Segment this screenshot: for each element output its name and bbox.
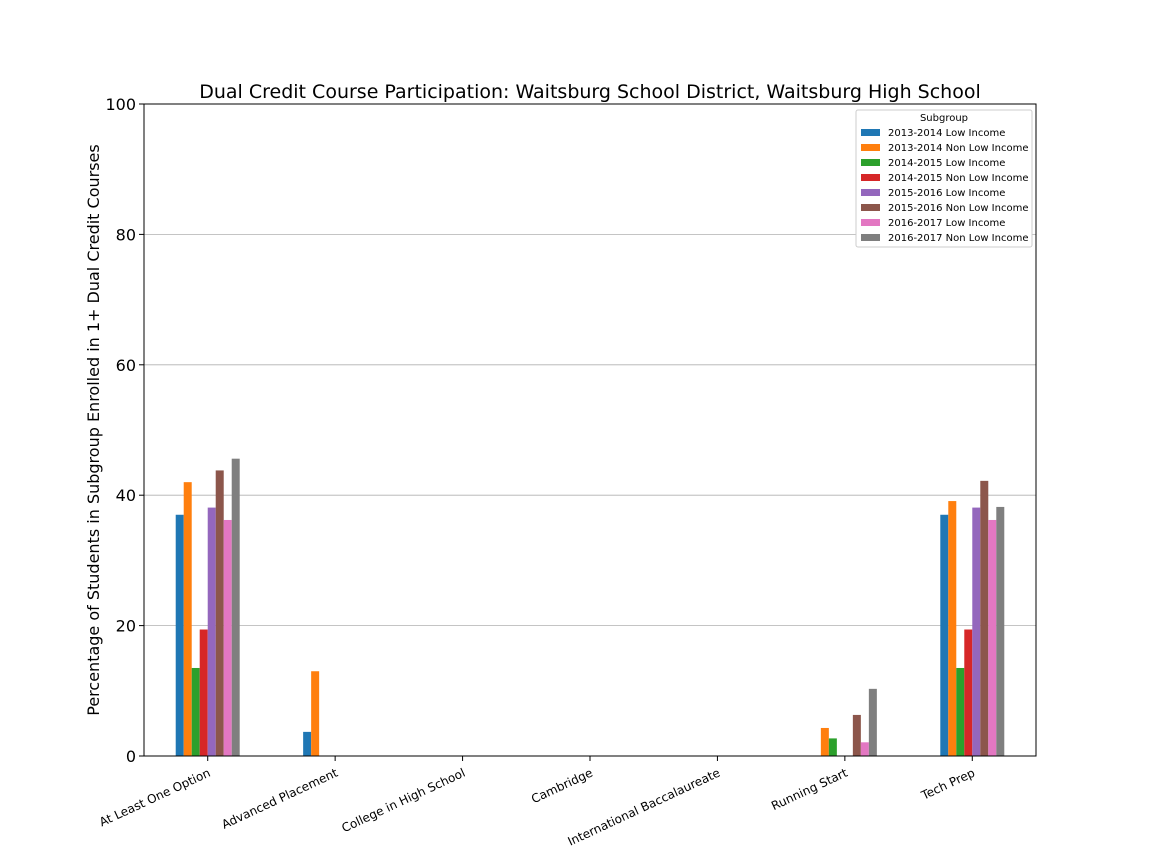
y-tick-label: 80 [116,225,136,244]
legend-label: 2014-2015 Low Income [888,158,1005,169]
bar [940,514,949,756]
bar [852,714,861,756]
bars [175,458,1005,756]
bar [191,667,200,756]
legend-swatch [861,204,880,211]
chart-title: Dual Credit Course Participation: Waitsb… [199,81,981,103]
bar [980,480,989,756]
bar [868,688,877,756]
legend-swatch [861,129,880,136]
legend-label: 2016-2017 Low Income [888,218,1005,229]
bar [860,742,869,756]
x-tick-label: College in High School [340,766,468,836]
y-axis-label: Percentage of Students in Subgroup Enrol… [84,144,103,715]
x-tick-label: Tech Prep [918,766,977,803]
legend-items: 2013-2014 Low Income 2013-2014 Non Low In… [861,128,1028,244]
legend-swatch [861,234,880,241]
legend-swatch [861,219,880,226]
bar [311,671,320,756]
bar [996,506,1005,756]
bar [199,629,208,756]
y-tick-label: 60 [116,356,136,375]
legend-title: Subgroup [920,113,968,124]
x-tick-label: Running Start [769,766,850,814]
legend-label: 2015-2016 Low Income [888,188,1005,199]
bar [215,470,224,756]
x-tick-label: Cambridge [529,766,595,807]
x-tick-label: At Least One Option [97,766,212,830]
legend-box [855,109,1033,248]
bar [183,482,192,756]
legend-swatch [861,144,880,151]
legend-label: 2013-2014 Non Low Income [888,143,1028,154]
legend-label: 2013-2014 Low Income [888,128,1005,139]
y-tick-label: 0 [126,747,136,766]
legend-label: 2014-2015 Non Low Income [888,173,1028,184]
bar [231,458,240,756]
legend-label: 2015-2016 Non Low Income [888,203,1028,214]
bar [820,727,829,756]
bar [988,519,997,756]
bar [948,501,957,756]
bar [207,507,216,756]
y-tick-label: 100 [105,95,136,114]
legend-swatch [861,189,880,196]
y-tick-label: 40 [116,486,136,505]
bar [964,629,973,756]
bar [175,514,184,756]
bar [223,519,232,756]
legend-swatch [861,159,880,166]
y-axis-ticks: 0 20 40 60 80 100 [105,95,144,766]
bar [828,738,837,756]
x-tick-label: Advanced Placement [220,766,341,832]
y-tick-label: 20 [116,617,136,636]
grid-lines [144,233,1036,626]
legend-swatch [861,174,880,181]
bar [956,667,965,756]
bar [303,731,312,756]
legend: Subgroup 2013-2014 Low Income 2013-2014 N… [855,109,1033,248]
legend-label: 2016-2017 Non Low Income [888,233,1028,244]
x-axis-ticks: At Least One Option Advanced Placement Col… [97,756,977,849]
bar [972,507,981,756]
